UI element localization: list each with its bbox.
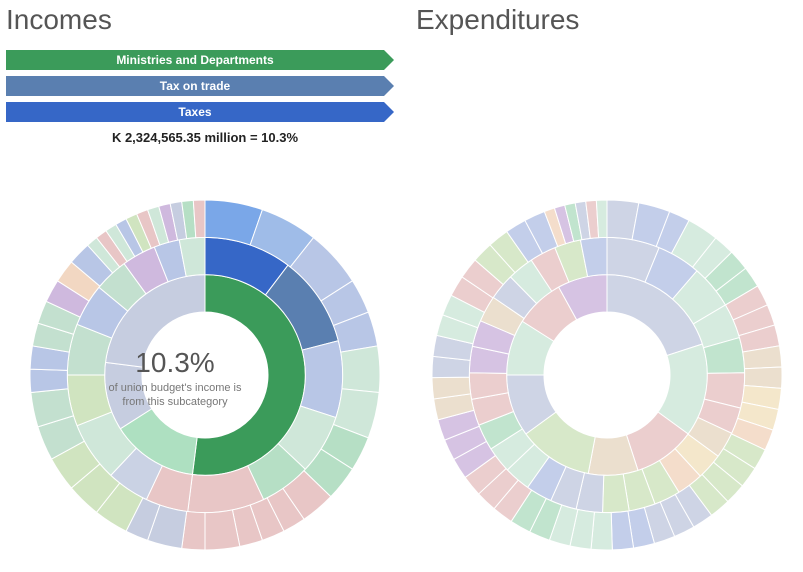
sunburst-segment[interactable] (30, 369, 68, 392)
selected-value-line: K 2,324,565.35 million = 10.3% (6, 130, 404, 145)
breadcrumb: Ministries and Departments Tax on trade Ta… (0, 50, 410, 124)
sunburst-segment[interactable] (341, 346, 380, 393)
breadcrumb-label[interactable]: Tax on trade (6, 76, 384, 96)
expenditures-title: Expenditures (416, 4, 803, 36)
breadcrumb-level-2[interactable]: Taxes (0, 102, 410, 124)
incomes-chart-wrap: 10.3% of union budget's income is from t… (0, 200, 410, 550)
expenditures-chart-wrap (410, 200, 803, 550)
breadcrumb-label[interactable]: Ministries and Departments (6, 50, 384, 70)
breadcrumb-level-1[interactable]: Tax on trade (0, 76, 410, 98)
sunburst-segment[interactable] (300, 341, 342, 418)
incomes-panel: Incomes Ministries and Departments Tax on… (0, 0, 410, 145)
sunburst-segment[interactable] (744, 367, 782, 388)
expenditures-panel: Expenditures (410, 0, 803, 50)
incomes-title: Incomes (6, 4, 410, 36)
incomes-sunburst[interactable] (30, 200, 380, 550)
sunburst-segment[interactable] (596, 200, 607, 238)
breadcrumb-level-0[interactable]: Ministries and Departments (0, 50, 410, 72)
expenditures-sunburst[interactable] (432, 200, 782, 550)
sunburst-segment[interactable] (193, 200, 205, 238)
breadcrumb-label[interactable]: Taxes (6, 102, 384, 122)
